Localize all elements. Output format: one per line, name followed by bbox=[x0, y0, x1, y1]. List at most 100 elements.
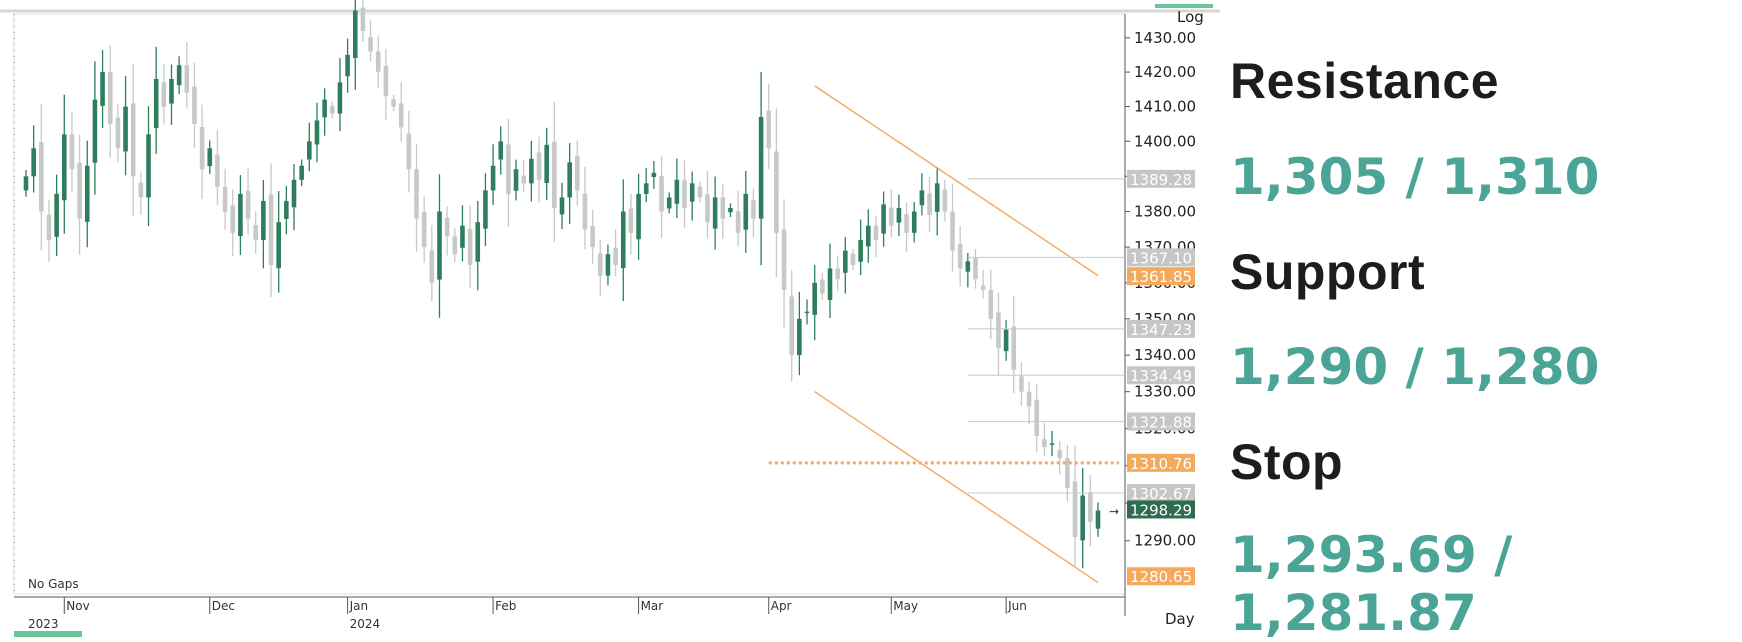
level-label-box bbox=[1127, 567, 1195, 586]
candle-body bbox=[1065, 458, 1070, 489]
candle-body bbox=[368, 37, 373, 52]
level-label: 1298.29 bbox=[1130, 501, 1192, 519]
month-label: Jun bbox=[1007, 599, 1027, 613]
level-label-box bbox=[1127, 500, 1195, 519]
support-value: 1,290 / 1,280 bbox=[1230, 338, 1600, 396]
candle-body bbox=[559, 197, 565, 215]
last-price-arrow: → bbox=[1109, 505, 1119, 519]
candle-body bbox=[329, 105, 335, 114]
candle-body bbox=[996, 312, 1001, 348]
candle-body bbox=[199, 127, 205, 170]
candle-body bbox=[888, 207, 894, 226]
candle-body bbox=[827, 268, 833, 301]
candle-body bbox=[666, 197, 672, 209]
candle-body bbox=[858, 239, 863, 262]
candle-body bbox=[483, 190, 488, 229]
candle-body bbox=[904, 214, 909, 233]
candle-body bbox=[421, 212, 427, 248]
candle-body bbox=[1042, 439, 1047, 448]
candle-body bbox=[988, 289, 994, 319]
candle-body bbox=[812, 282, 817, 315]
candle-body bbox=[176, 65, 182, 86]
candle-body bbox=[276, 222, 281, 269]
candle-body bbox=[590, 226, 595, 248]
candle-body bbox=[414, 169, 419, 219]
candle-body bbox=[965, 261, 971, 272]
candle-body bbox=[77, 162, 82, 219]
candle-body bbox=[628, 208, 634, 233]
y-tick-label: 1330.00 bbox=[1134, 383, 1196, 401]
candle-body bbox=[552, 141, 557, 209]
gaps-label: No Gaps bbox=[28, 577, 79, 591]
level-label-box bbox=[1127, 412, 1195, 431]
candle-body bbox=[444, 217, 450, 237]
level-label: 1334.49 bbox=[1130, 367, 1192, 385]
y-tick-label: 1410.00 bbox=[1134, 98, 1196, 116]
candle-body bbox=[23, 176, 29, 191]
stop-title: Stop bbox=[1230, 434, 1344, 490]
candle-body bbox=[383, 65, 389, 97]
candle-body bbox=[498, 141, 504, 160]
candlestick-chart: 1290.001300.001310.001320.001330.001340.… bbox=[0, 0, 1220, 637]
candle-body bbox=[942, 189, 948, 212]
candle-body bbox=[766, 110, 772, 149]
candle-body bbox=[1049, 443, 1055, 445]
candle-body bbox=[192, 86, 197, 124]
candle-body bbox=[781, 229, 787, 290]
candle-body bbox=[1072, 481, 1078, 537]
candle-body bbox=[536, 152, 542, 180]
candle-body bbox=[437, 211, 442, 280]
candle-body bbox=[467, 228, 473, 265]
candle-body bbox=[31, 148, 36, 177]
candle-body bbox=[521, 175, 527, 184]
candle-body bbox=[973, 258, 978, 280]
candle-body bbox=[238, 193, 243, 237]
candle-body bbox=[100, 72, 105, 106]
candle-body bbox=[1034, 399, 1040, 436]
level-label-box bbox=[1127, 484, 1195, 503]
y-tick-label: 1340.00 bbox=[1134, 346, 1196, 364]
y-tick-label: 1430.00 bbox=[1134, 29, 1196, 47]
candle-body bbox=[345, 54, 350, 77]
level-label-box bbox=[1127, 366, 1195, 385]
y-tick-label: 1420.00 bbox=[1134, 63, 1196, 81]
candle-body bbox=[735, 211, 741, 233]
candle-body bbox=[207, 148, 213, 167]
candle-body bbox=[261, 200, 266, 240]
candle-body bbox=[322, 99, 327, 118]
candle-body bbox=[92, 99, 98, 163]
candle-body bbox=[161, 82, 167, 107]
candle-body bbox=[1080, 495, 1085, 541]
candle-body bbox=[337, 82, 343, 114]
candle-body bbox=[919, 190, 925, 206]
candle-body bbox=[758, 116, 764, 219]
candle-body bbox=[643, 183, 649, 194]
level-label-box bbox=[1127, 319, 1195, 338]
candle-body bbox=[605, 254, 611, 276]
candle-body bbox=[957, 244, 963, 269]
support-title: Support bbox=[1230, 244, 1426, 300]
level-label: 1321.88 bbox=[1130, 414, 1192, 432]
candle-body bbox=[620, 211, 626, 269]
period-label: Day bbox=[1165, 610, 1195, 628]
candle-body bbox=[835, 268, 840, 280]
candle-body bbox=[375, 51, 381, 73]
candle-body bbox=[697, 186, 703, 198]
candle-body bbox=[130, 103, 136, 177]
candle-body bbox=[850, 253, 856, 265]
candle-body bbox=[222, 186, 228, 212]
candle-body bbox=[429, 250, 435, 283]
candle-body bbox=[911, 211, 917, 233]
candle-body bbox=[69, 134, 75, 170]
candle-body bbox=[61, 134, 67, 201]
y-tick-label: 1380.00 bbox=[1134, 203, 1196, 221]
candle-body bbox=[529, 158, 534, 184]
month-label: Feb bbox=[495, 599, 516, 613]
candle-body bbox=[460, 225, 465, 248]
candle-body bbox=[360, 7, 366, 32]
candle-body bbox=[789, 296, 795, 356]
candle-body bbox=[597, 253, 603, 276]
candle-body bbox=[1057, 450, 1063, 459]
candle-body bbox=[689, 183, 695, 202]
level-label-box bbox=[1127, 453, 1195, 472]
